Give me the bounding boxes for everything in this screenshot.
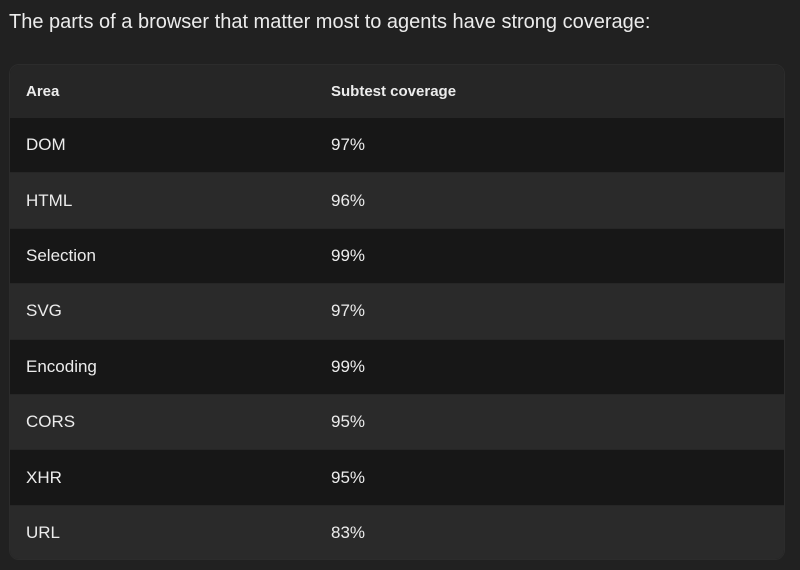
table-row: CORS 95%: [10, 394, 784, 451]
table-row: SVG 97%: [10, 284, 784, 340]
table-row: HTML 96%: [10, 173, 784, 229]
cell: 97%: [331, 135, 366, 155]
cell: Encoding: [26, 356, 97, 376]
row-inner: XHR 95%: [10, 450, 784, 504]
cell: SVG: [26, 301, 62, 321]
table-row: DOM 97%: [10, 118, 784, 174]
intro-text: The parts of a browser that matter most …: [9, 11, 651, 33]
cell: Area: [26, 82, 60, 100]
row-inner: Encoding 99%: [10, 340, 784, 394]
cell: Subtest coverage: [331, 82, 457, 100]
row-inner: SVG 97%: [10, 284, 784, 338]
cell: HTML: [26, 190, 73, 210]
table-row: URL 83%: [10, 505, 784, 559]
table-row: Selection 99%: [10, 229, 784, 285]
row-inner: DOM 97%: [10, 118, 784, 172]
row-inner: Area Subtest coverage: [10, 65, 784, 117]
row-inner: HTML 96%: [10, 173, 784, 227]
cell: 95%: [331, 467, 366, 487]
table: Area Subtest coverage DOM 97% HTML 96% Selecti…: [9, 64, 785, 560]
cell: 97%: [331, 301, 366, 321]
table-row: Encoding 99%: [10, 340, 784, 395]
cell: 96%: [331, 190, 366, 210]
row-inner: CORS 95%: [10, 395, 784, 449]
cell: 95%: [331, 412, 366, 432]
cell: URL: [26, 523, 61, 543]
header-row: Area Subtest coverage: [10, 65, 784, 118]
cell: 99%: [331, 245, 366, 265]
row-inner: URL 83%: [10, 506, 784, 559]
cell: 83%: [331, 523, 366, 543]
cell: XHR: [26, 467, 62, 487]
cell: 99%: [331, 356, 366, 376]
row-inner: Selection 99%: [10, 229, 784, 283]
cell: CORS: [26, 412, 76, 432]
table-row: XHR 95%: [10, 450, 784, 506]
cell: Selection: [26, 245, 96, 265]
cell: DOM: [26, 135, 66, 155]
